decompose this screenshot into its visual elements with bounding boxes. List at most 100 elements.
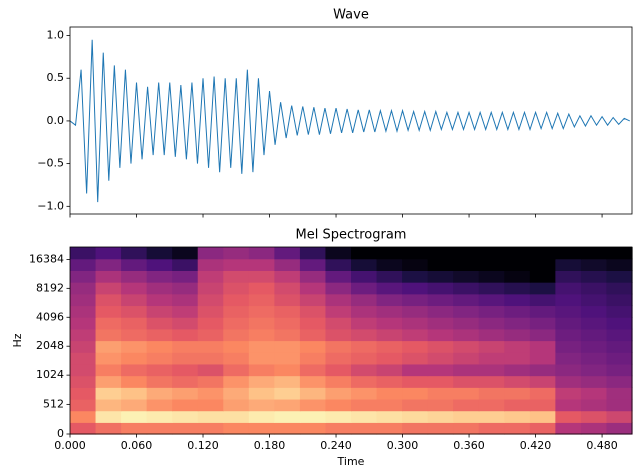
spectrogram-cell — [146, 363, 173, 377]
spectrogram-cell — [376, 352, 403, 365]
spectrogram-cell — [453, 352, 480, 365]
spectrogram-cell — [274, 328, 301, 342]
spectrogram-cell — [478, 352, 505, 365]
spectrogram-cell — [146, 282, 173, 295]
spectrogram-cell — [172, 328, 199, 342]
spectrogram-cell — [580, 328, 608, 342]
spectrogram-cell — [580, 317, 608, 330]
spectrogram-cell — [70, 398, 97, 412]
spectrogram-cell — [427, 363, 454, 377]
spectrogram-cell — [197, 282, 224, 295]
spectrogram-cell — [146, 340, 173, 353]
spectrogram-cell — [351, 305, 378, 318]
spectrogram-cell — [529, 328, 556, 342]
spectrogram-cell — [172, 270, 199, 283]
spectrogram-cell — [580, 352, 608, 365]
spectrogram-cell — [70, 340, 97, 353]
spectrogram-cell — [376, 398, 403, 412]
spectrogram-cell — [325, 375, 352, 388]
spectrogram-cell — [95, 328, 122, 342]
spectrogram-cell — [299, 282, 327, 295]
spectrogram-cell — [453, 258, 480, 271]
spectrogram-cell — [427, 317, 454, 330]
spectrogram-cell — [172, 293, 199, 307]
spectrogram-cell — [223, 340, 250, 353]
spectrogram-cell — [121, 387, 148, 400]
spectrogram-cell — [453, 317, 480, 330]
spectrogram-cell — [274, 363, 301, 377]
spectrogram-cell — [172, 398, 199, 412]
spectrogram-cell — [453, 410, 480, 423]
spectrogram-cell — [223, 270, 250, 283]
spectrogram-cell — [172, 387, 199, 400]
spectrogram-cell — [223, 398, 250, 412]
spectrogram-cell — [299, 270, 327, 283]
spectrogram-cell — [351, 422, 378, 435]
spectrogram-cell — [606, 375, 633, 388]
spectrogram-cell — [529, 270, 556, 283]
spectrogram-cell — [172, 363, 199, 377]
spectrogram-cell — [70, 410, 97, 423]
spectrogram-cell — [555, 340, 582, 353]
spectrogram-cell — [427, 258, 454, 271]
spectrogram-cell — [197, 422, 224, 435]
spectrogram-cell — [580, 340, 608, 353]
spectrogram-cell — [197, 410, 224, 423]
spectrogram-cell — [555, 317, 582, 330]
spectrogram-cell — [299, 317, 327, 330]
spectrogram-cell — [248, 398, 275, 412]
spectrogram-cell — [427, 328, 454, 342]
spectrogram-cell — [453, 293, 480, 307]
spectrogram-cell — [95, 247, 122, 260]
spectrogram-cell — [299, 328, 327, 342]
spectrogram-cell — [555, 410, 582, 423]
spectrogram-cell — [402, 363, 429, 377]
spectrogram-cell — [146, 398, 173, 412]
spectrogram-cell — [299, 247, 327, 260]
spectrogram-cell — [529, 247, 556, 260]
spectrogram-cell — [274, 247, 301, 260]
spectrogram-cell — [529, 375, 556, 388]
spectrogram-cell — [606, 352, 633, 365]
spectrogram-cell — [478, 422, 505, 435]
spectrogram-cell — [580, 398, 608, 412]
x-tick-label: 0.480 — [586, 439, 618, 452]
spectrogram-cell — [248, 258, 275, 271]
spectrogram-cell — [376, 363, 403, 377]
spectrogram-cell — [325, 247, 352, 260]
spectrogram-cell — [299, 375, 327, 388]
spectrogram-cell — [606, 305, 633, 318]
spectrogram-cell — [504, 422, 531, 435]
spectrogram-cell — [606, 317, 633, 330]
spectrogram-cell — [376, 247, 403, 260]
spectrogram-cell — [427, 352, 454, 365]
spectrogram-cell — [299, 363, 327, 377]
spectrogram-cell — [248, 410, 275, 423]
spectrogram-cell — [402, 282, 429, 295]
spectrogram-cell — [95, 258, 122, 271]
spectrogram-cell — [325, 398, 352, 412]
spectrogram-cell — [504, 410, 531, 423]
spectrogram-cell — [529, 410, 556, 423]
spectrogram-cell — [606, 328, 633, 342]
spectrogram-cell — [478, 282, 505, 295]
spectrogram-cell — [223, 352, 250, 365]
spectrogram-cell — [299, 422, 327, 435]
spectrogram-cell — [325, 410, 352, 423]
spectrogram-cell — [95, 282, 122, 295]
spectrogram-cell — [274, 422, 301, 435]
spectrogram-cell — [70, 317, 97, 330]
spectrogram-cell — [580, 270, 608, 283]
spectrogram-cell — [248, 270, 275, 283]
y-tick-label: 512 — [43, 397, 64, 410]
spectrogram-cell — [453, 305, 480, 318]
spectrogram-cell — [402, 340, 429, 353]
spectrogram-cell — [529, 352, 556, 365]
spectrogram-cell — [146, 410, 173, 423]
y-tick-label: 0 — [57, 427, 64, 440]
spectrogram-cell — [325, 317, 352, 330]
spectrogram-cell — [376, 387, 403, 400]
spectrogram-cell — [146, 270, 173, 283]
spectrogram-cell — [197, 247, 224, 260]
